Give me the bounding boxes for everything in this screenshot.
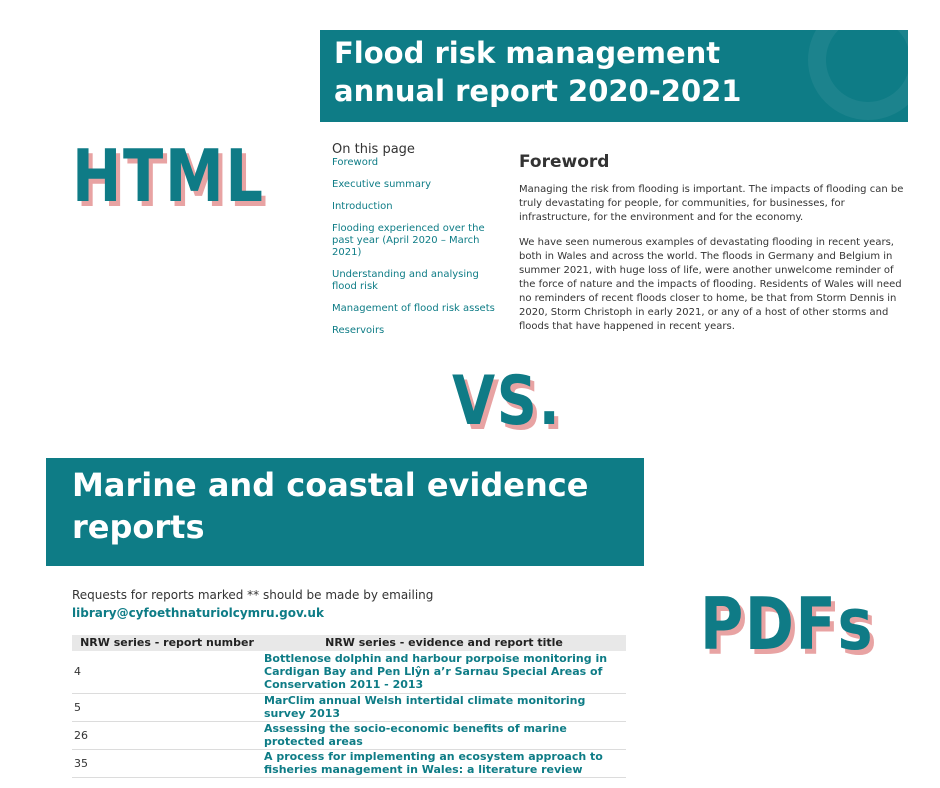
toc-link-flooding-experienced[interactable]: Flooding experienced over the past year … — [332, 223, 485, 258]
report-number: 35 — [72, 749, 262, 778]
toc-link-understanding-flood-risk[interactable]: Understanding and analysing flood risk — [332, 269, 479, 292]
toc-link-management-assets[interactable]: Management of flood risk assets — [332, 303, 495, 314]
page-banner: Flood risk management annual report 2020… — [320, 30, 908, 122]
toc-link-introduction[interactable]: Introduction — [332, 201, 393, 212]
title-line-2: reports — [72, 508, 205, 546]
toc-heading: On this page — [332, 142, 415, 157]
report-number: 4 — [72, 651, 262, 694]
pdf-page-screenshot: Marine and coastal evidence reports Requ… — [46, 458, 644, 778]
toc-link-executive-summary[interactable]: Executive summary — [332, 179, 432, 190]
column-header-number: NRW series - report number — [72, 635, 262, 651]
html-page-screenshot: Flood risk management annual report 2020… — [320, 30, 908, 350]
reports-table: NRW series - report number NRW series - … — [72, 635, 626, 778]
title-line-1: Flood risk management — [334, 36, 721, 70]
title-line-1: Marine and coastal evidence — [72, 466, 589, 504]
table-row: 5 MarClim annual Welsh intertidal climat… — [72, 693, 626, 722]
report-number: 26 — [72, 721, 262, 750]
report-title-link[interactable]: A process for implementing an ecosystem … — [262, 749, 626, 778]
request-instructions: Requests for reports marked ** should be… — [72, 586, 492, 622]
page-title: Flood risk management annual report 2020… — [334, 34, 854, 110]
toc-link-foreword[interactable]: Foreword — [332, 157, 379, 168]
title-line-2: annual report 2020-2021 — [334, 74, 742, 108]
section-heading: Foreword — [519, 152, 610, 172]
page-banner: Marine and coastal evidence reports — [46, 458, 644, 566]
table-row: 35 A process for implementing an ecosyst… — [72, 749, 626, 778]
report-title-link[interactable]: Assessing the socio-economic benefits of… — [262, 721, 626, 750]
column-header-title: NRW series - evidence and report title — [262, 635, 626, 651]
paragraph: We have seen numerous examples of devast… — [519, 237, 902, 332]
paragraph: Managing the risk from flooding is impor… — [519, 184, 904, 223]
report-number: 5 — [72, 693, 262, 722]
table-row: 4 Bottlenose dolphin and harbour porpois… — [72, 651, 626, 694]
pdfs-label: PDFs — [700, 582, 875, 666]
html-label: HTML — [72, 134, 265, 218]
vs-label: VS. — [452, 362, 562, 441]
intro-text: Requests for reports marked ** should be… — [72, 588, 434, 602]
table-header-row: NRW series - report number NRW series - … — [72, 635, 626, 651]
report-title-link[interactable]: MarClim annual Welsh intertidal climate … — [262, 693, 626, 722]
toc-link-reservoirs[interactable]: Reservoirs — [332, 325, 385, 336]
foreword-section: Foreword Managing the risk from flooding… — [519, 152, 904, 345]
report-title-link[interactable]: Bottlenose dolphin and harbour porpoise … — [262, 651, 626, 694]
table-row: 26 Assessing the socio-economic benefits… — [72, 721, 626, 750]
page-title: Marine and coastal evidence reports — [72, 464, 632, 548]
library-email-link[interactable]: library@cyfoethnaturiolcymru.gov.uk — [72, 606, 324, 620]
on-this-page-nav: On this page Foreword Executive summary … — [332, 142, 502, 337]
